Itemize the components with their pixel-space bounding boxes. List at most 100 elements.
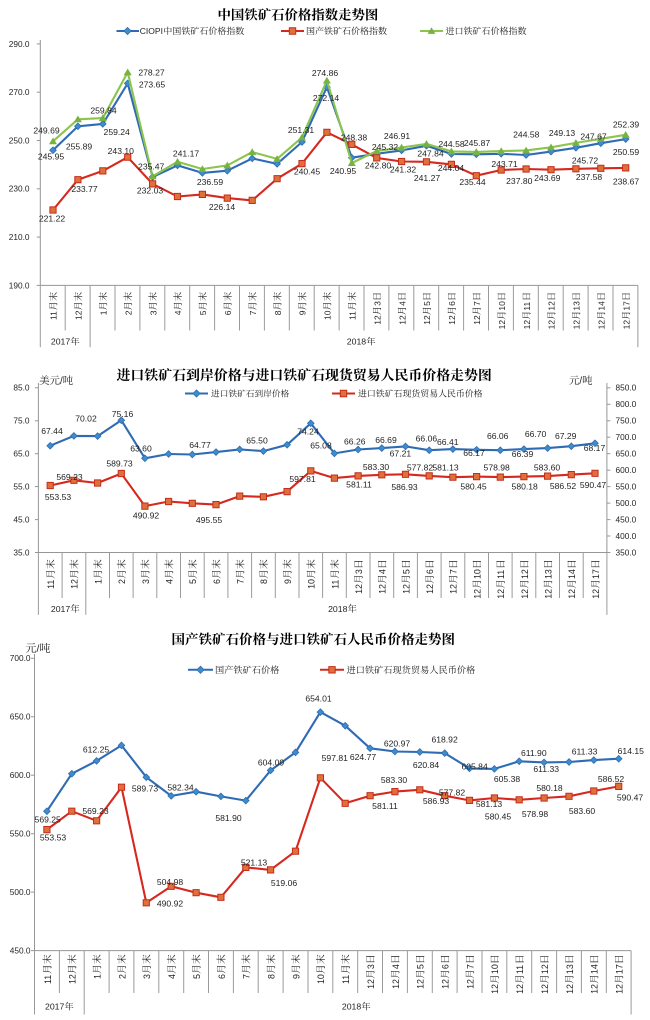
svg-text:586.52: 586.52: [598, 774, 625, 784]
svg-text:4: 4: [165, 579, 175, 584]
svg-text:12: 12: [520, 589, 530, 599]
svg-text:2017: 2017: [45, 1002, 64, 1012]
svg-text:4: 4: [378, 569, 388, 574]
svg-text:650.0: 650.0: [616, 449, 637, 459]
svg-text:12: 12: [397, 315, 407, 325]
svg-text:10: 10: [472, 569, 482, 579]
svg-text:68.17: 68.17: [584, 443, 606, 453]
svg-text:586.93: 586.93: [423, 796, 450, 806]
svg-text:12: 12: [515, 984, 525, 994]
svg-text:521.13: 521.13: [241, 858, 268, 868]
svg-text:3: 3: [142, 974, 152, 979]
svg-text:221.22: 221.22: [39, 214, 66, 224]
svg-text:247.84: 247.84: [417, 149, 444, 159]
svg-text:597.81: 597.81: [289, 474, 316, 484]
svg-text:243.10: 243.10: [108, 146, 135, 156]
svg-text:65.08: 65.08: [310, 441, 332, 451]
svg-text:750.0: 750.0: [616, 416, 637, 426]
svg-text:8: 8: [267, 974, 277, 979]
svg-text:5: 5: [188, 579, 198, 584]
svg-text:250.59: 250.59: [613, 147, 640, 157]
svg-text:12: 12: [565, 984, 575, 994]
svg-text:583.30: 583.30: [363, 462, 390, 472]
svg-text:65.50: 65.50: [246, 436, 268, 446]
svg-text:6: 6: [425, 569, 435, 574]
svg-text:580.18: 580.18: [536, 783, 563, 793]
svg-text:504.98: 504.98: [157, 877, 184, 887]
svg-text:620.84: 620.84: [413, 760, 440, 770]
svg-text:8: 8: [273, 310, 283, 315]
svg-text:12: 12: [490, 984, 500, 994]
svg-text:12: 12: [447, 315, 457, 325]
svg-text:233.77: 233.77: [71, 184, 98, 194]
svg-text:9: 9: [283, 579, 293, 584]
svg-text:569.23: 569.23: [82, 806, 109, 816]
svg-text:800.0: 800.0: [616, 399, 637, 409]
svg-text:3: 3: [141, 579, 151, 584]
svg-text:600.0: 600.0: [616, 465, 637, 475]
svg-text:605.84: 605.84: [461, 762, 488, 772]
svg-text:12: 12: [366, 979, 376, 989]
svg-text:241.17: 241.17: [173, 149, 200, 159]
svg-text:247.67: 247.67: [580, 131, 607, 141]
svg-text:2018: 2018: [347, 337, 366, 347]
svg-text:75.16: 75.16: [112, 409, 134, 419]
svg-text:/: /: [60, 376, 63, 387]
svg-text:12: 12: [544, 589, 554, 599]
svg-text:611.33: 611.33: [533, 764, 559, 774]
svg-text:17: 17: [615, 964, 625, 974]
svg-text:12: 12: [449, 584, 459, 594]
svg-text:14: 14: [567, 569, 577, 579]
svg-text:1: 1: [93, 974, 103, 979]
svg-text:553.53: 553.53: [40, 833, 67, 843]
svg-text:400.0: 400.0: [616, 531, 637, 541]
svg-text:274.86: 274.86: [312, 68, 339, 78]
svg-text:581.11: 581.11: [346, 480, 372, 490]
svg-text:450.0: 450.0: [10, 946, 31, 956]
svg-text:241.27: 241.27: [414, 173, 441, 183]
svg-text:4: 4: [391, 964, 401, 969]
svg-text:11: 11: [522, 302, 532, 311]
svg-text:11: 11: [341, 975, 351, 984]
svg-text:611.90: 611.90: [521, 748, 547, 758]
svg-text:249.13: 249.13: [549, 128, 576, 138]
svg-text:624.77: 624.77: [350, 752, 377, 762]
svg-text:66.69: 66.69: [375, 435, 397, 445]
svg-text:2017: 2017: [51, 604, 70, 614]
svg-text:612.25: 612.25: [83, 745, 110, 755]
svg-text:12: 12: [422, 315, 432, 325]
svg-text:2: 2: [117, 579, 127, 584]
svg-text:13: 13: [544, 569, 554, 579]
svg-text:244.04: 244.04: [438, 163, 465, 173]
svg-text:450.0: 450.0: [616, 515, 637, 525]
svg-text:500.0: 500.0: [10, 887, 31, 897]
svg-text:17: 17: [591, 569, 601, 579]
svg-text:7: 7: [236, 579, 246, 584]
svg-text:13: 13: [565, 964, 575, 974]
svg-text:240.95: 240.95: [330, 166, 357, 176]
svg-text:577.82: 577.82: [407, 463, 434, 473]
svg-text:244.58: 244.58: [438, 139, 465, 149]
svg-text:11: 11: [515, 965, 525, 974]
svg-text:237.80: 237.80: [506, 176, 533, 186]
svg-text:248.38: 248.38: [341, 132, 368, 142]
svg-text:6: 6: [212, 579, 222, 584]
svg-text:7: 7: [449, 569, 459, 574]
svg-text:45.0: 45.0: [13, 515, 30, 525]
svg-text:6: 6: [223, 310, 233, 315]
svg-text:12: 12: [547, 320, 557, 330]
svg-text:240.45: 240.45: [294, 166, 321, 176]
svg-text:11: 11: [46, 580, 56, 589]
svg-text:12: 12: [540, 964, 550, 974]
svg-text:232.03: 232.03: [137, 185, 164, 195]
svg-text:237.58: 237.58: [576, 172, 603, 182]
svg-text:581.11: 581.11: [372, 801, 398, 811]
svg-text:10: 10: [490, 964, 500, 974]
svg-text:3: 3: [372, 301, 382, 306]
svg-text:12: 12: [391, 979, 401, 989]
svg-text:12: 12: [520, 569, 530, 579]
svg-text:553.53: 553.53: [45, 492, 72, 502]
svg-text:290.0: 290.0: [9, 39, 30, 49]
svg-text:495.55: 495.55: [196, 515, 223, 525]
svg-text:67.29: 67.29: [555, 431, 577, 441]
